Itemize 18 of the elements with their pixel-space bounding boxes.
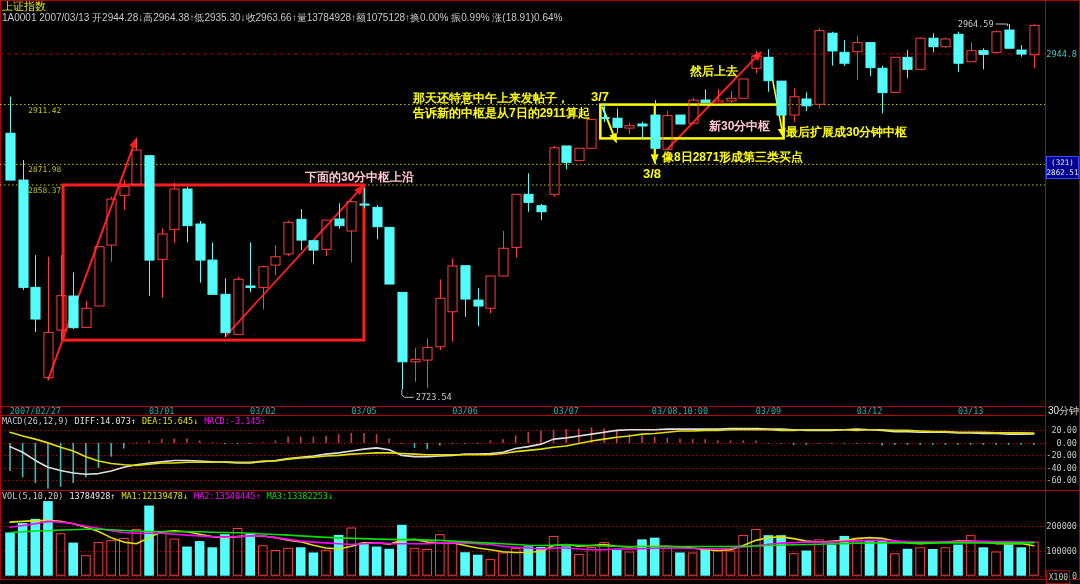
annotation: 30分钟 xyxy=(1048,405,1080,417)
annotation: 最后扩展成30分钟中枢 xyxy=(786,125,908,140)
annotation: 3/8 xyxy=(643,165,662,181)
annotation: 新30分中枢 xyxy=(709,119,771,134)
annotation: 像8日2871形成第三类买点 xyxy=(662,149,804,164)
title: MACD(26,12,9) xyxy=(2,415,69,426)
annotation: X100 xyxy=(1048,573,1069,583)
annotation: 2723.54 xyxy=(415,392,452,403)
annotation: 13784928↑ xyxy=(69,490,116,501)
annotation: 3/7 xyxy=(591,88,610,104)
annotation: 告诉新的中枢是从7日的2911算起 xyxy=(413,105,590,120)
annotation: 那天还特意中午上来发帖子， xyxy=(413,90,569,105)
title: VOL(5,10,20) xyxy=(2,490,64,501)
annotation: 然后上去 xyxy=(690,63,738,78)
subtitle: 1A0001 2007/03/13 开2944.28↓高2964.38↑低2935.30↓收2963.66↑量13784928↑额1075128↑换0.00% 振0.99% 涨(18.91)0.64% xyxy=(2,12,563,23)
annotation: 2964.59 xyxy=(957,19,994,29)
annotation: 下面的30分中枢上沿 xyxy=(305,170,415,185)
title: 上证指数 xyxy=(2,0,46,12)
